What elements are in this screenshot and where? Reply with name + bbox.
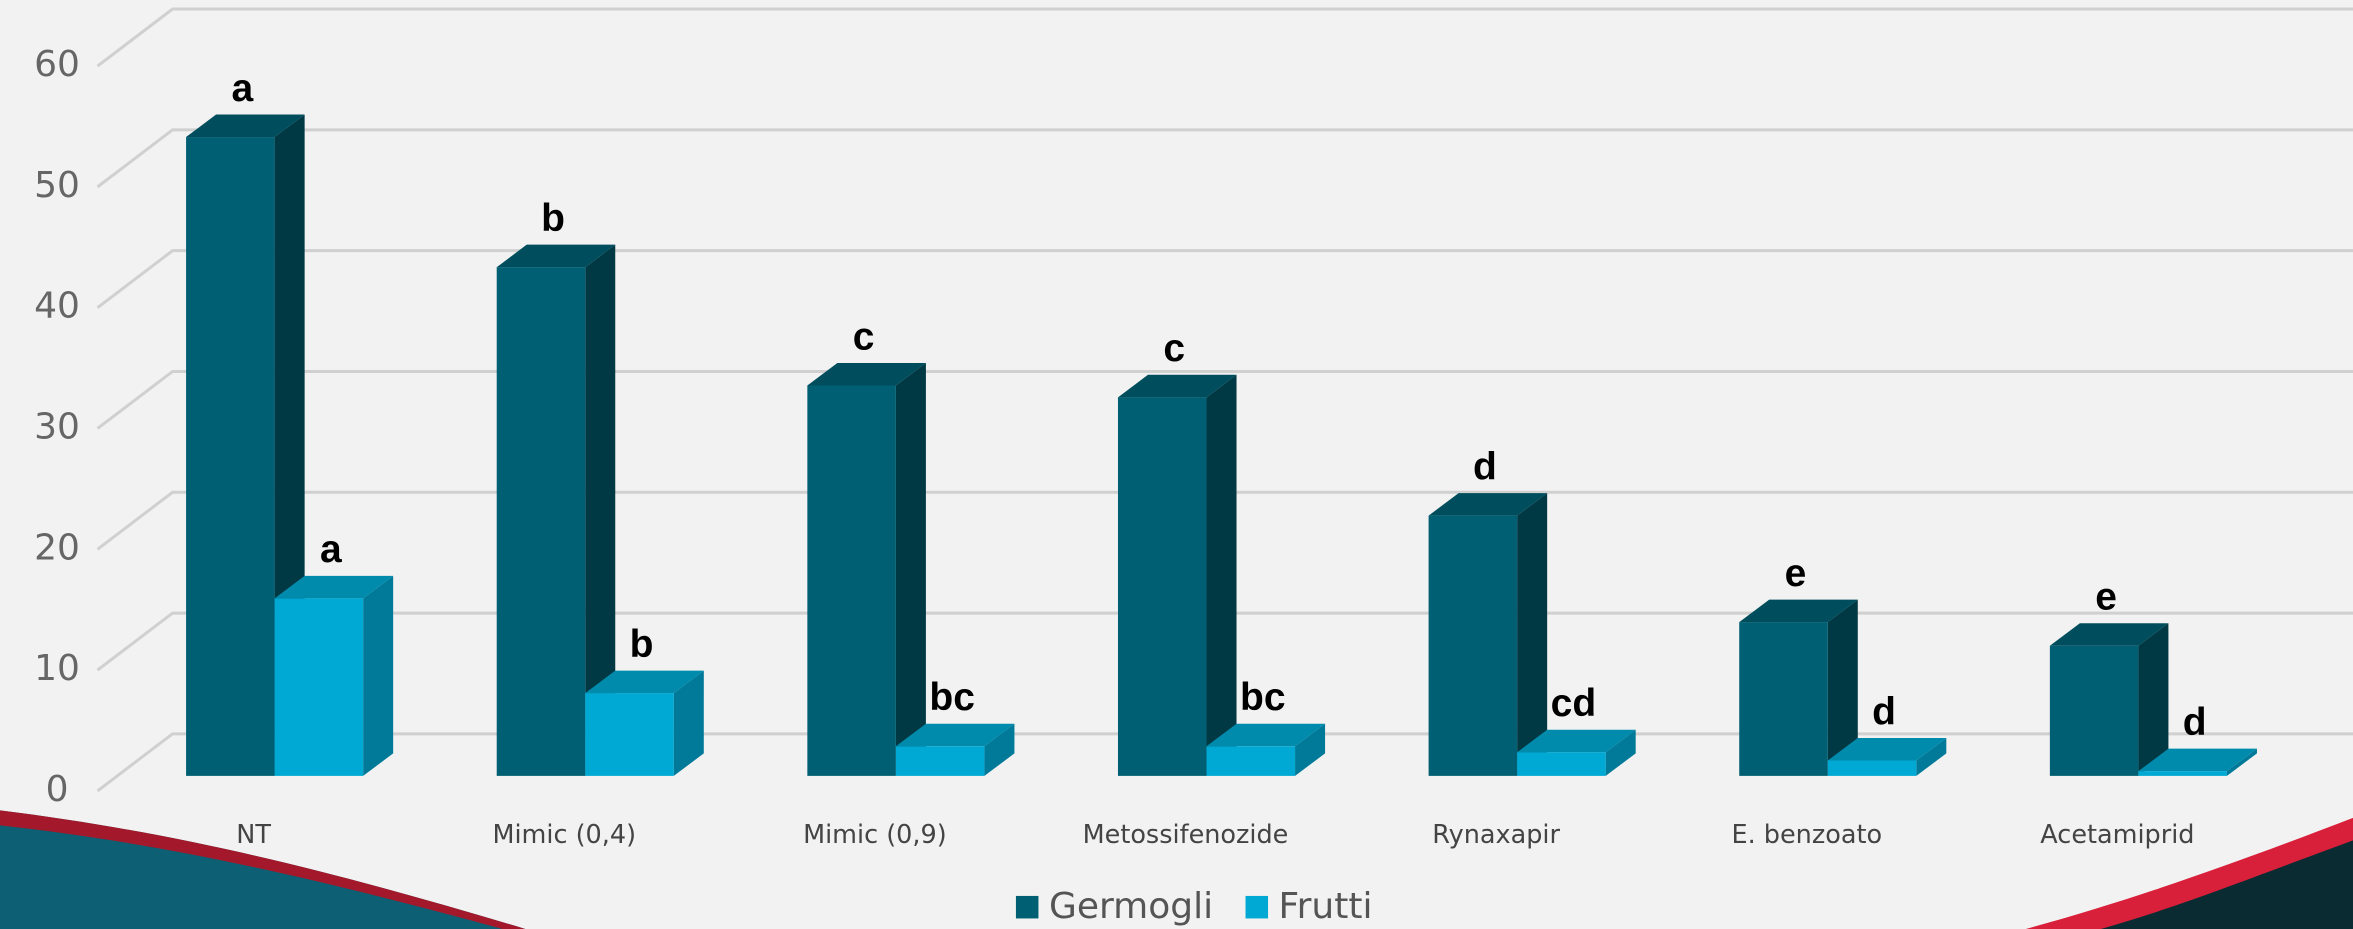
bar <box>807 363 926 776</box>
legend-swatch <box>1246 896 1269 919</box>
bar <box>275 576 394 776</box>
y-tick-label: 0 <box>46 769 69 810</box>
bar-side <box>1207 375 1237 776</box>
bar-letter: b <box>630 623 654 666</box>
bar-letter: d <box>1872 690 1896 733</box>
bar-side <box>363 576 393 776</box>
chart: 0 10 20 30 40 50 60 NT a a Mimic (0,4) b b Mimic (0,9… <box>0 0 2353 929</box>
bar-letter: d <box>2183 701 2207 744</box>
bar-front <box>1429 516 1518 776</box>
bar-front <box>585 693 674 776</box>
bar-letter: c <box>1163 327 1185 370</box>
y-tick-label: 10 <box>34 648 80 689</box>
bar-front <box>807 385 896 775</box>
x-tick-label: Metossifenozide <box>1083 820 1289 850</box>
x-tick-label: Mimic (0,9) <box>803 820 947 850</box>
x-tick-label: NT <box>236 820 271 850</box>
bar-letter: a <box>320 528 342 571</box>
y-tick-label: 40 <box>34 286 80 327</box>
bar-letter: b <box>541 197 565 240</box>
bar-front <box>2050 646 2139 776</box>
bar-letter: e <box>2095 576 2117 619</box>
legend-label: Frutti <box>1279 886 1373 927</box>
bar-front <box>275 598 364 775</box>
legend-swatch <box>1016 896 1039 919</box>
bar-front <box>1517 752 1606 776</box>
x-tick-label: E. benzoato <box>1731 820 1882 850</box>
legend: Germogli Frutti <box>1016 886 1373 927</box>
bar-front <box>1118 397 1207 776</box>
bar-front <box>1739 622 1828 776</box>
bar <box>1429 493 1548 776</box>
y-tick-label: 50 <box>34 165 80 206</box>
bar-front <box>896 746 985 776</box>
y-tick-label: 30 <box>34 406 80 447</box>
bar-front <box>1828 761 1917 776</box>
bar-front <box>186 137 275 776</box>
bar <box>2050 623 2169 776</box>
x-tick-label: Mimic (0,4) <box>492 820 636 850</box>
bar <box>585 671 704 776</box>
bar-letter: bc <box>929 676 975 719</box>
bar-letter: a <box>232 67 254 110</box>
bar-side <box>896 363 926 776</box>
bar-letter: bc <box>1240 676 1286 719</box>
legend-label: Germogli <box>1049 886 1213 927</box>
bar <box>1118 375 1237 776</box>
bar-letter: cd <box>1551 682 1597 725</box>
bar-letter: c <box>853 315 875 358</box>
x-tick-label: Rynaxapir <box>1432 820 1560 850</box>
bar-front <box>497 267 586 776</box>
bar <box>1739 600 1858 776</box>
y-tick-label: 20 <box>34 527 80 568</box>
x-tick-label: Acetamiprid <box>2040 820 2194 850</box>
y-tick-label: 60 <box>34 44 80 85</box>
bar-front <box>2138 771 2227 776</box>
bar-front <box>1207 746 1296 776</box>
bar-letter: e <box>1785 552 1807 595</box>
bar-letter: d <box>1473 445 1497 488</box>
